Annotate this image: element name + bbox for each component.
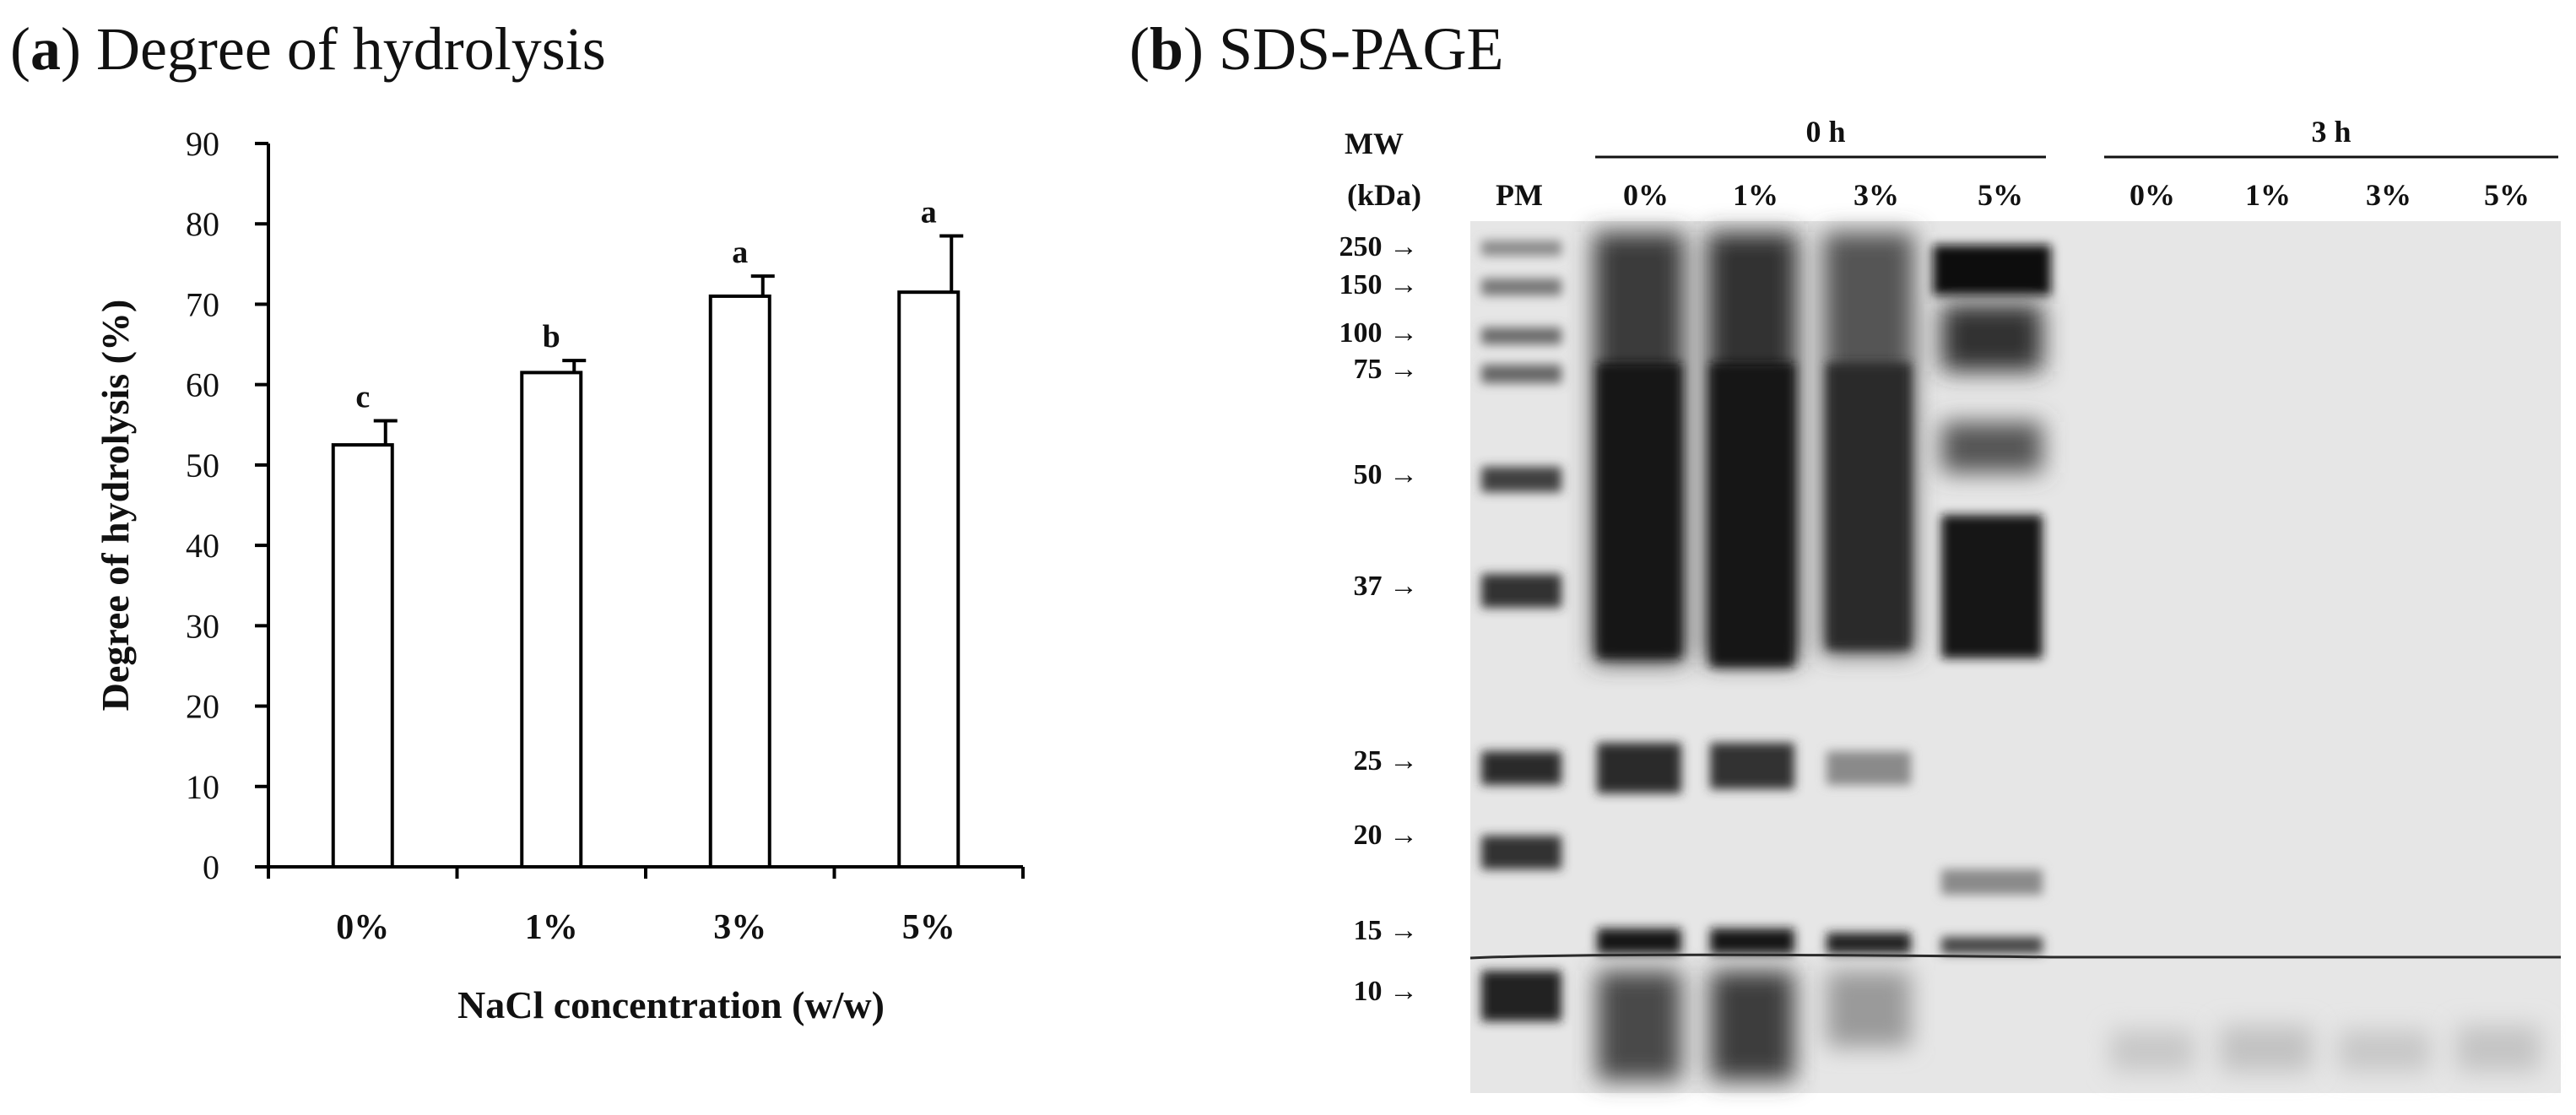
mw-marker-150: 150 → [1339, 269, 1419, 300]
y-tick-label: 80 [186, 205, 219, 243]
lane-0h-0pct [1594, 232, 1685, 1080]
mw-marker-250: 250 → [1339, 231, 1419, 263]
y-tick-label: 20 [186, 688, 219, 726]
x-axis-title: NaCl concentration (w/w) [457, 983, 885, 1026]
panel-a-title: (a) Degree of hydrolysis [10, 15, 606, 83]
bar-chart: 0 10 20 30 40 50 60 70 80 90 c 0% b 1% a 3% a 5% NaCl conc… [94, 125, 1025, 1026]
panel-b-title: (b) SDS-PAGE [1129, 15, 1503, 83]
bar-4 [897, 290, 961, 869]
y-tick-label: 90 [186, 125, 219, 163]
bar-3 [708, 294, 771, 869]
dye-front-line [1469, 953, 2561, 960]
lane-0h-5pct [1933, 245, 2051, 954]
y-tick-label: 10 [186, 768, 219, 806]
panel-b-letter: b [1150, 15, 1183, 83]
y-tick-label: 70 [186, 285, 219, 323]
group-3h-label: 3 h [2311, 115, 2351, 149]
x-tick-label-1: 0% [336, 908, 389, 947]
mw-marker-37: 37 → [1354, 571, 1419, 602]
mw-marker-25: 25 → [1354, 745, 1419, 777]
lane-0h-5pct-label: 5% [1978, 178, 2023, 212]
mw-marker-10: 10 → [1354, 976, 1419, 1007]
x-tick-label-4: 5% [902, 908, 955, 947]
marker-lane [1481, 241, 1561, 1021]
kda-label: (kDa) [1347, 178, 1421, 212]
lane-3h-3pct [2338, 1030, 2431, 1072]
lane-3h-0pct [2110, 1030, 2194, 1072]
mw-marker-100: 100 → [1339, 317, 1419, 349]
y-axis-title: Degree of hydrolysis (%) [94, 300, 137, 712]
lane-0h-0pct-label: 0% [1623, 178, 1669, 212]
lane-0h-1pct-label: 1% [1733, 178, 1778, 212]
bar-1 [331, 443, 394, 869]
mw-marker-75: 75 → [1354, 354, 1419, 385]
mw-label: MW [1345, 127, 1404, 160]
y-tick-label: 40 [186, 527, 219, 565]
panel-b-title-text: SDS-PAGE [1219, 15, 1503, 83]
sds-page-gel-figure: MW (kDa) PM 0 h 3 h 0% 1% 3% 5% 0% 1% 3%… [1339, 115, 2561, 1093]
lane-3h-5pct [2456, 1026, 2541, 1072]
lane-0h-3pct-label: 3% [1854, 178, 1899, 212]
marker-lane-label: PM [1496, 178, 1543, 212]
mw-marker-50: 50 → [1354, 459, 1419, 490]
significance-letter-3: a [732, 235, 748, 270]
mw-marker-15: 15 → [1354, 915, 1419, 946]
significance-letter-1: c [355, 380, 370, 415]
lane-0h-3pct [1823, 232, 1914, 1047]
x-tick-label-3: 3% [713, 908, 766, 947]
panel-a-title-text: Degree of hydrolysis [96, 15, 606, 83]
lane-3h-1pct [2220, 1026, 2313, 1072]
y-tick-label: 50 [186, 447, 219, 484]
significance-letter-2: b [543, 319, 560, 355]
group-0h-label: 0 h [1805, 115, 1845, 149]
y-tick-label: 30 [186, 607, 219, 645]
lane-0h-1pct [1707, 232, 1798, 1080]
mw-marker-20: 20 → [1354, 820, 1419, 851]
x-tick-label-2: 1% [525, 908, 578, 947]
gel-image [1469, 221, 2561, 1093]
lane-3h-3pct-label: 3% [2366, 178, 2411, 212]
lane-3h-0pct-label: 0% [2130, 178, 2175, 212]
y-tick-label: 0 [203, 848, 219, 886]
lane-3h-1pct-label: 1% [2245, 178, 2291, 212]
significance-letter-4: a [921, 195, 937, 230]
panel-a-letter: a [30, 15, 61, 83]
lane-3h-5pct-label: 5% [2484, 178, 2530, 212]
bar-2 [520, 371, 583, 869]
y-tick-label: 60 [186, 366, 219, 404]
